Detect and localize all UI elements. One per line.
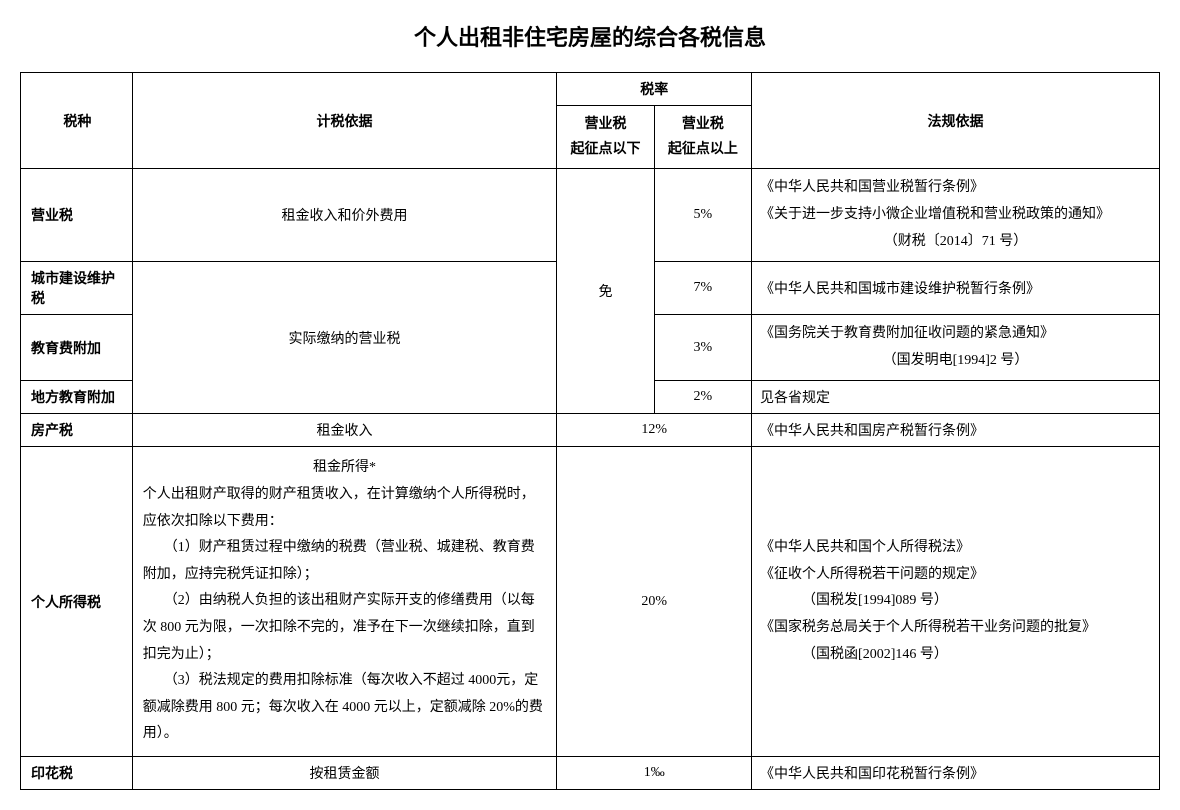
header-rate-below: 营业税 起征点以下 — [557, 106, 654, 169]
cell-rate: 20% — [557, 447, 752, 757]
cell-rate-above: 3% — [654, 315, 751, 381]
cell-rate-above: 5% — [654, 169, 751, 262]
row-stamp-tax: 印花税 按租赁金额 1‰ 《中华人民共和国印花税暂行条例》 — [21, 756, 1160, 789]
cell-basis: 按租赁金额 — [132, 756, 557, 789]
cell-tax-name: 营业税 — [21, 169, 133, 262]
cell-law: 《中华人民共和国房产税暂行条例》 — [752, 414, 1160, 447]
cell-law: 《国务院关于教育费附加征收问题的紧急通知》 （国发明电[1994]2 号） — [752, 315, 1160, 381]
header-law: 法规依据 — [752, 73, 1160, 169]
cell-basis: 租金所得* 个人出租财产取得的财产租赁收入，在计算缴纳个人所得税时，应依次扣除以… — [132, 447, 557, 757]
header-tax-type: 税种 — [21, 73, 133, 169]
cell-law: 《中华人民共和国营业税暂行条例》 《关于进一步支持小微企业增值税和营业税政策的通… — [752, 169, 1160, 262]
cell-basis: 实际缴纳的营业税 — [132, 262, 557, 414]
cell-rate-above: 2% — [654, 381, 751, 414]
row-personal-income-tax: 个人所得税 租金所得* 个人出租财产取得的财产租赁收入，在计算缴纳个人所得税时，… — [21, 447, 1160, 757]
header-basis: 计税依据 — [132, 73, 557, 169]
cell-rate-above: 7% — [654, 262, 751, 315]
cell-law: 《中华人民共和国印花税暂行条例》 — [752, 756, 1160, 789]
cell-tax-name: 个人所得税 — [21, 447, 133, 757]
tax-info-table: 税种 计税依据 税率 法规依据 营业税 起征点以下 营业税 起征点以上 营业税 … — [20, 72, 1160, 790]
cell-tax-name: 地方教育附加 — [21, 381, 133, 414]
cell-rate: 1‰ — [557, 756, 752, 789]
cell-tax-name: 城市建设维护税 — [21, 262, 133, 315]
cell-law: 《中华人民共和国个人所得税法》 《征收个人所得税若干问题的规定》 （国税发[19… — [752, 447, 1160, 757]
cell-law: 《中华人民共和国城市建设维护税暂行条例》 — [752, 262, 1160, 315]
row-business-tax: 营业税 租金收入和价外费用 免 5% 《中华人民共和国营业税暂行条例》 《关于进… — [21, 169, 1160, 262]
row-property-tax: 房产税 租金收入 12% 《中华人民共和国房产税暂行条例》 — [21, 414, 1160, 447]
cell-exempt: 免 — [557, 169, 654, 414]
cell-basis: 租金收入 — [132, 414, 557, 447]
cell-law: 见各省规定 — [752, 381, 1160, 414]
cell-tax-name: 教育费附加 — [21, 315, 133, 381]
page-title: 个人出租非住宅房屋的综合各税信息 — [20, 20, 1160, 52]
header-rate-above: 营业税 起征点以上 — [654, 106, 751, 169]
cell-tax-name: 房产税 — [21, 414, 133, 447]
header-rate: 税率 — [557, 73, 752, 106]
cell-basis: 租金收入和价外费用 — [132, 169, 557, 262]
cell-rate: 12% — [557, 414, 752, 447]
cell-tax-name: 印花税 — [21, 756, 133, 789]
